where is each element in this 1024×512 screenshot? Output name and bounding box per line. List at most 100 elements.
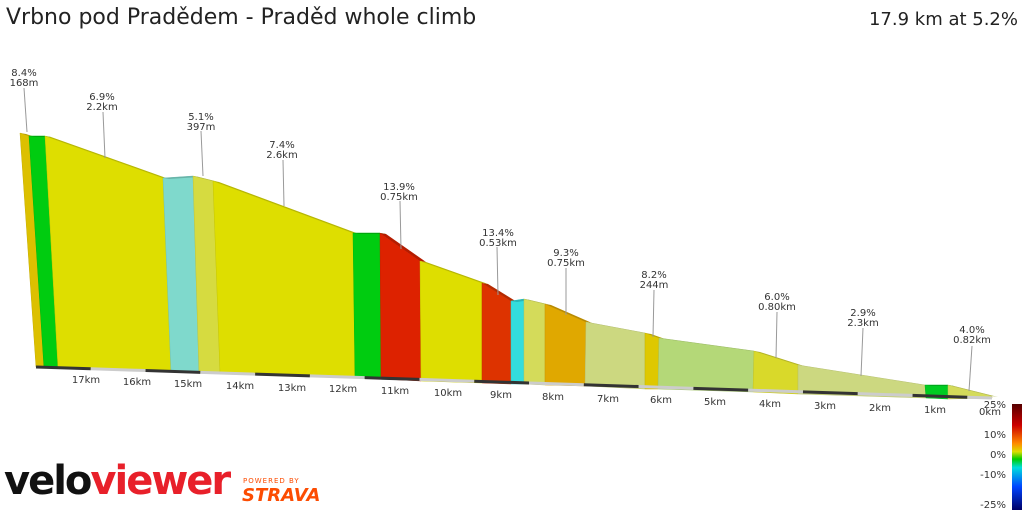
x-tick-label: 3km [814,401,836,412]
x-tick-label: 0km [979,407,1001,418]
segment-gradient-label: 2.9% [850,308,875,319]
axis-band [255,372,310,378]
segment-length-label: 2.3km [847,318,878,329]
segment-gradient-label: 8.4% [11,68,36,79]
axis-band [35,365,91,371]
segment-top-face [353,233,386,234]
x-tick-label: 14km [226,381,254,392]
axis-band [200,370,256,376]
x-tick-label: 17km [72,375,100,386]
x-tick-label: 12km [329,384,357,395]
axis-band [802,390,858,396]
profile-segment [584,321,646,390]
axis-band [309,374,365,380]
segment-length-label: 0.80km [758,302,796,313]
segment-length-label: 168m [10,78,39,89]
x-tick-label: 6km [650,395,672,406]
x-tick-label: 4km [759,399,781,410]
segment-gradient-label: 6.9% [89,92,114,103]
segment-length-label: 0.53km [479,238,517,249]
leader-line [23,87,28,133]
powered-by-label: POWERED BY [243,477,300,485]
strava-logo: STRAVA [242,485,321,506]
axis-band [967,395,993,400]
segment-length-label: 397m [187,122,216,133]
colorbar-label: -10% [980,470,1006,481]
leader-line [652,289,655,338]
x-tick-label: 13km [278,383,306,394]
leader-line [200,130,204,177]
x-tick-label: 9km [490,390,512,401]
segment-length-label: 2.2km [86,102,117,113]
segment-gradient-label: 6.0% [764,292,789,303]
leader-line [968,345,973,392]
axis-band [748,388,804,394]
segment-top-face [45,136,169,179]
segment-gradient-label: 7.4% [269,140,294,151]
axis-band [583,383,639,389]
profile-segment [523,298,546,386]
segment-length-label: 0.75km [547,258,585,269]
segment-length-label: 244m [640,280,669,291]
axis-band [419,377,475,383]
segment-top-face [213,181,359,234]
segment-top-face [754,351,804,366]
segment-gradient-label: 13.4% [482,228,514,239]
segment-length-label: 0.75km [380,192,418,203]
colorbar-label: 25% [984,400,1006,411]
x-tick-label: 15km [174,379,202,390]
segment-gradient-label: 13.9% [383,182,415,193]
segment-top-face [193,176,219,182]
segment-gradient-label: 8.2% [641,270,666,281]
x-tick-label: 8km [542,392,564,403]
x-tick-label: 11km [381,386,409,397]
x-tick-label: 5km [704,397,726,408]
veloviewer-logo: veloviewer [4,458,231,504]
axis-band [857,392,913,397]
climb-summary: 17.9 km at 5.2% [868,9,1018,30]
axis-band [145,369,201,374]
axis-band [529,381,584,387]
x-tick-label: 7km [597,394,619,405]
profile-segment [352,232,382,380]
segment-gradient-label: 4.0% [959,325,984,336]
x-tick-label: 16km [123,377,151,388]
axis-band [364,376,420,381]
segment-length-label: 0.82km [953,335,991,346]
profile-segment [644,332,660,390]
profile-segment [544,303,587,387]
axis-band [638,385,694,390]
axis-band [474,379,530,385]
x-tick-label: 1km [924,405,946,416]
axis-band [912,393,968,399]
segment-top-face [380,233,426,262]
segment-gradient-label: 5.1% [188,112,213,123]
segment-top-face [659,338,760,352]
segment-top-face [586,322,651,334]
segment-top-face [798,365,931,386]
x-tick-label: 2km [869,403,891,414]
axis-band [90,367,146,373]
leader-line [102,111,106,159]
segment-top-face [545,304,592,323]
profile-segment [657,337,755,393]
segment-length-label: 2.6km [266,150,297,161]
segment-top-face [163,176,199,179]
x-tick-label: 10km [434,388,462,399]
colorbar-label: -25% [980,500,1006,511]
segment-top-face [420,261,488,284]
colorbar-label: 10% [984,430,1006,441]
segment-top-face [948,385,998,397]
page-title: Vrbno pod Pradědem - Praděd whole climb [6,5,477,30]
leader-line [775,311,778,359]
profile-segment [510,298,525,385]
segment-gradient-label: 9.3% [553,248,578,259]
axis-band [693,386,749,392]
segment-top-face [645,333,665,339]
profile-segment [44,135,172,373]
gradient-colorbar [1012,404,1022,510]
profile-segment [212,180,356,379]
colorbar-label: 0% [990,450,1006,461]
leader-line [860,327,864,377]
